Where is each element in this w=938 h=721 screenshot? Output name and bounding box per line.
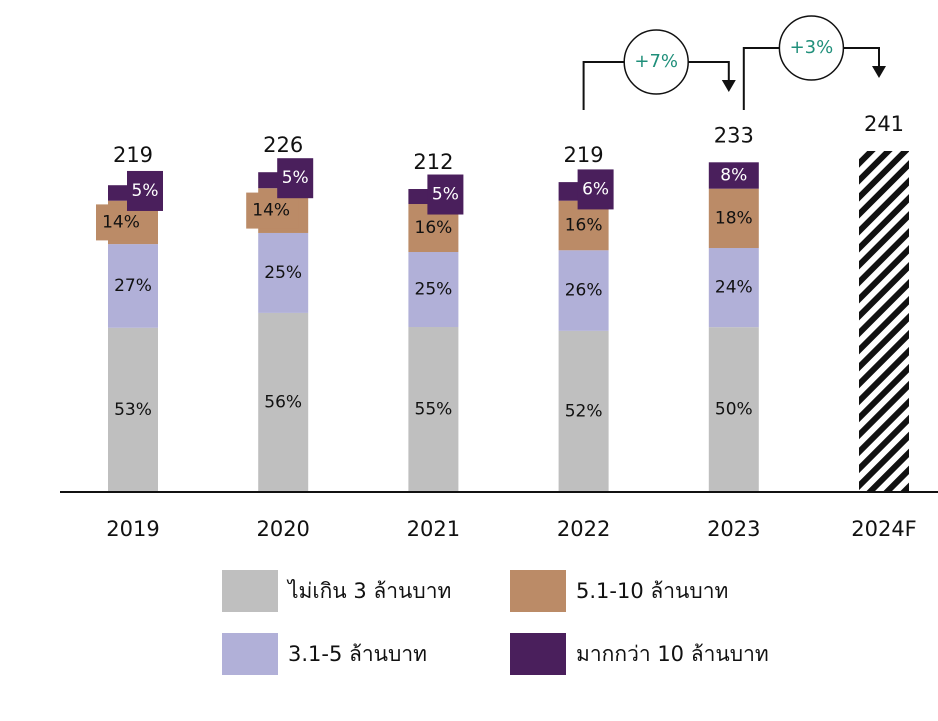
total-label: 241 <box>864 112 904 136</box>
bar-segment <box>558 330 609 492</box>
x-tick-label: 2023 <box>707 517 760 541</box>
x-tick-label: 2021 <box>407 517 460 541</box>
bar-segment <box>708 162 759 189</box>
segment-label: 6% <box>582 179 609 199</box>
bar-segment <box>258 232 309 313</box>
segment-label: 55% <box>415 400 453 420</box>
annotation-circle <box>778 15 845 81</box>
x-tick-label: 2019 <box>106 517 159 541</box>
annotation-circle <box>623 29 689 95</box>
legend-label: 5.1-10 ล้านบาท <box>576 579 728 603</box>
legend-swatch <box>510 633 566 675</box>
segment-label: 14% <box>102 212 140 232</box>
bar-segment <box>708 327 759 492</box>
x-tick-label: 2024F <box>851 517 917 541</box>
segment-label: 25% <box>264 263 302 283</box>
legend-label: มากกว่า 10 ล้านบาท <box>576 642 769 666</box>
annotation-arrow <box>721 80 736 92</box>
bar-segment <box>408 327 459 492</box>
label-box <box>277 158 314 199</box>
forecast-bar <box>859 150 909 493</box>
segment-label: 8% <box>720 165 747 185</box>
bar-segment <box>108 327 158 492</box>
bar-segment <box>558 250 609 331</box>
bar-segment <box>108 244 158 328</box>
total-label: 219 <box>564 143 604 167</box>
segment-label: 26% <box>565 281 603 301</box>
annotation-arrow <box>872 66 886 78</box>
annotation-text: +3% <box>790 37 834 58</box>
annotation-text: +7% <box>634 51 678 72</box>
legend-label: 3.1-5 ล้านบาท <box>288 642 427 666</box>
segment-label: 53% <box>114 400 152 420</box>
segment-label: 52% <box>565 401 603 421</box>
segment-label: 5% <box>282 168 309 188</box>
segment-label: 16% <box>415 218 453 238</box>
segment-label: 18% <box>715 208 753 228</box>
total-label: 212 <box>413 150 453 174</box>
segment-label: 56% <box>264 392 302 412</box>
segment-label: 50% <box>715 400 753 420</box>
segment-label: 5% <box>132 181 159 201</box>
label-box <box>577 169 614 210</box>
x-tick-label: 2022 <box>557 517 610 541</box>
bar-segment <box>708 248 759 328</box>
total-label: 233 <box>714 123 754 147</box>
x-tick-label: 2020 <box>256 517 309 541</box>
label-box <box>246 192 299 229</box>
bar-segment <box>408 252 459 328</box>
total-label: 226 <box>263 133 303 157</box>
label-box <box>127 170 163 211</box>
segment-label: 14% <box>252 201 290 221</box>
legend-swatch <box>510 570 566 612</box>
legend-swatch <box>222 633 278 675</box>
legend-swatch <box>222 570 278 612</box>
segment-label: 25% <box>415 280 453 300</box>
segment-label: 27% <box>114 276 152 296</box>
segment-label: 16% <box>565 215 603 235</box>
total-label: 219 <box>113 143 153 167</box>
label-box <box>427 174 464 215</box>
bar-segment <box>258 312 309 492</box>
segment-label: 24% <box>715 278 753 298</box>
segment-label: 5% <box>432 185 459 205</box>
bar-segment <box>708 188 759 249</box>
legend-label: ไม่เกิน 3 ล้านบาท <box>286 579 451 603</box>
